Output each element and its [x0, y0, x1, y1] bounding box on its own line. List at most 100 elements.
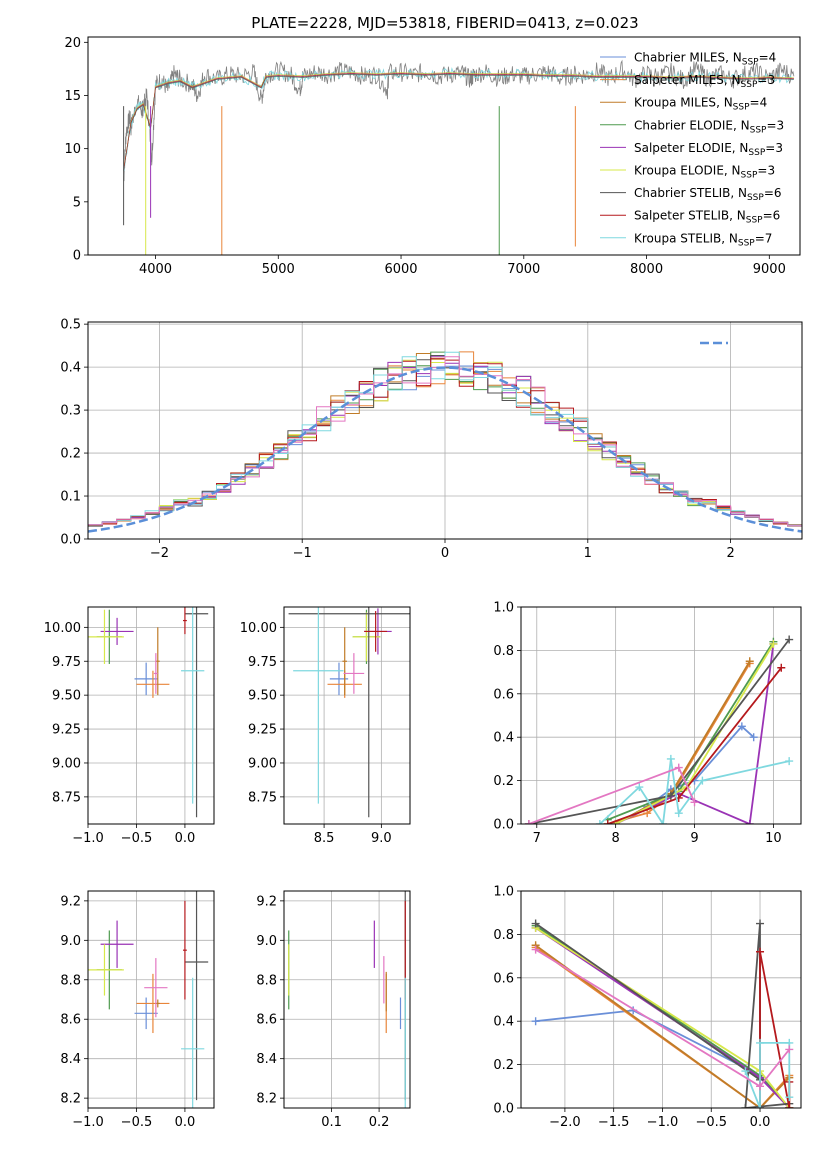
mass-weight-marker — [756, 1104, 765, 1108]
y-tick-label: 9.2 — [60, 894, 81, 909]
y-tick-label: 8.6 — [256, 1013, 277, 1028]
mass-weight-line — [535, 944, 790, 1108]
legend-nssp-prefix: , N — [733, 118, 750, 132]
x-tick-label: −0.5 — [121, 831, 153, 846]
y-tick-label: 5 — [73, 195, 81, 210]
axes-frame — [283, 606, 411, 825]
legend-nssp-prefix: , N — [729, 209, 746, 223]
y-tick-label: 0.2 — [60, 447, 81, 462]
legend-label: Salpeter STELIB, NSSP=6 — [634, 209, 780, 226]
y-tick-label: 0.4 — [493, 731, 514, 746]
y-tick-label: 9.75 — [52, 655, 81, 670]
mass-vs-ebv-panel: 0.1 0.2 8.2 8.4 8.6 8.8 9.0 9.2 — [256, 890, 411, 1130]
y-tick-label: 9.00 — [52, 756, 81, 771]
mass-weight-marker — [756, 1038, 765, 1047]
y-tick-label: 8.4 — [60, 1052, 81, 1067]
axes-frame — [283, 890, 411, 1109]
y-tick-label: 10.00 — [44, 621, 81, 636]
legend-nssp-subscript: SSP — [750, 125, 767, 135]
x-tick-label: 9.0 — [371, 831, 392, 846]
age-vs-metallicity-panel: −1.0 −0.5 0.0 8.75 9.00 9.25 9.50 9.75 10.00 — [44, 606, 215, 846]
mass-weight-marker — [749, 733, 758, 742]
y-tick-label: 0.2 — [493, 774, 514, 789]
x-tick-label: 0.1 — [321, 1115, 342, 1130]
axes-frame — [87, 890, 215, 1109]
legend-nssp-value: =6 — [763, 209, 781, 223]
y-tick-label: 1.0 — [493, 601, 514, 616]
y-tick-label: 9.0 — [256, 934, 277, 949]
x-tick-label: 8 — [612, 831, 620, 846]
legend-nssp-prefix: , N — [724, 164, 741, 178]
y-tick-label: 0.6 — [493, 971, 514, 986]
x-tick-label: 7000 — [507, 262, 540, 277]
x-tick-label: −1.0 — [72, 1115, 104, 1130]
axes-frame — [87, 321, 803, 540]
y-tick-label: 8.2 — [60, 1092, 81, 1107]
model-spectrum-line — [123, 73, 794, 171]
legend-nssp-prefix: , N — [730, 186, 747, 200]
legend-label: Kroupa MILES, NSSP=4 — [634, 96, 767, 113]
y-tick-label: 8.8 — [256, 973, 277, 988]
legend-model-name: Chabrier ELODIE — [634, 118, 733, 132]
y-tick-label: 0 — [73, 249, 81, 264]
mass-weight-marker — [777, 663, 786, 672]
legend-nssp-subscript: SSP — [748, 148, 765, 158]
mass-weight-marker — [785, 757, 794, 766]
mass-weight-marker — [756, 919, 765, 928]
mass-weight-marker — [756, 1082, 765, 1091]
y-tick-label: 8.75 — [52, 790, 81, 805]
legend-nssp-prefix: , N — [716, 96, 733, 110]
y-tick-label: 9.75 — [248, 655, 277, 670]
x-tick-label: 0.2 — [369, 1115, 390, 1130]
x-tick-label: −2.0 — [549, 1115, 581, 1130]
mass-weight-marker — [745, 657, 754, 666]
mass-weight-marker — [785, 1093, 794, 1102]
plot-area — [88, 607, 209, 818]
legend-model-name: Salpeter STELIB — [634, 209, 729, 223]
legend-nssp-prefix: , N — [724, 73, 741, 87]
legend-nssp-subscript: SSP — [733, 103, 750, 113]
legend-model-name: Salpeter MILES — [634, 73, 724, 87]
mass-vs-metallicity-panel: −1.0 −0.5 0.0 8.2 8.4 8.6 8.8 9.0 9.2 — [60, 890, 215, 1130]
legend-nssp-subscript: SSP — [741, 80, 758, 90]
mass-weight-marker — [531, 919, 540, 928]
legend-model-name: Chabrier MILES — [634, 51, 725, 65]
plot-area — [288, 891, 406, 1108]
x-tick-label: 8.5 — [314, 831, 335, 846]
plot-area — [524, 635, 794, 824]
legend-nssp-subscript: SSP — [738, 238, 755, 248]
legend-model-name: Kroupa MILES — [634, 96, 716, 110]
mass-weight-marker — [674, 809, 683, 818]
spectrum-line — [123, 67, 795, 171]
mass-weight-marker — [674, 763, 683, 772]
x-tick-label: −2 — [150, 546, 169, 561]
y-tick-label: 0.3 — [60, 404, 81, 419]
y-tick-label: 1.0 — [493, 885, 514, 900]
mass-weight-marker — [531, 945, 540, 954]
y-tick-label: 10 — [64, 142, 81, 157]
y-tick-label: 0.8 — [493, 644, 514, 659]
plot-area — [123, 59, 795, 255]
mass-weight-marker — [741, 1067, 750, 1076]
x-tick-label: 7 — [533, 831, 541, 846]
plot-area — [288, 607, 410, 818]
y-tick-label: 0.0 — [493, 1102, 514, 1117]
y-tick-label: 0.8 — [493, 928, 514, 943]
legend-nssp-prefix: , N — [721, 231, 738, 245]
plot-area — [88, 891, 209, 1108]
legend-nssp-value: =6 — [764, 186, 782, 200]
x-tick-label: −1 — [293, 546, 312, 561]
y-tick-label: 0.4 — [493, 1015, 514, 1030]
x-tick-label: −0.5 — [121, 1115, 153, 1130]
legend-nssp-prefix: , N — [732, 141, 749, 155]
y-tick-label: 20 — [64, 36, 81, 51]
plot-area — [88, 351, 802, 533]
legend-label: Chabrier MILES, NSSP=4 — [634, 51, 776, 68]
x-tick-label: 10 — [765, 831, 782, 846]
y-tick-label: 0.6 — [493, 687, 514, 702]
mass-weight-marker — [531, 1017, 540, 1026]
x-tick-label: −0.5 — [695, 1115, 727, 1130]
mass-weight-marker — [635, 783, 644, 792]
